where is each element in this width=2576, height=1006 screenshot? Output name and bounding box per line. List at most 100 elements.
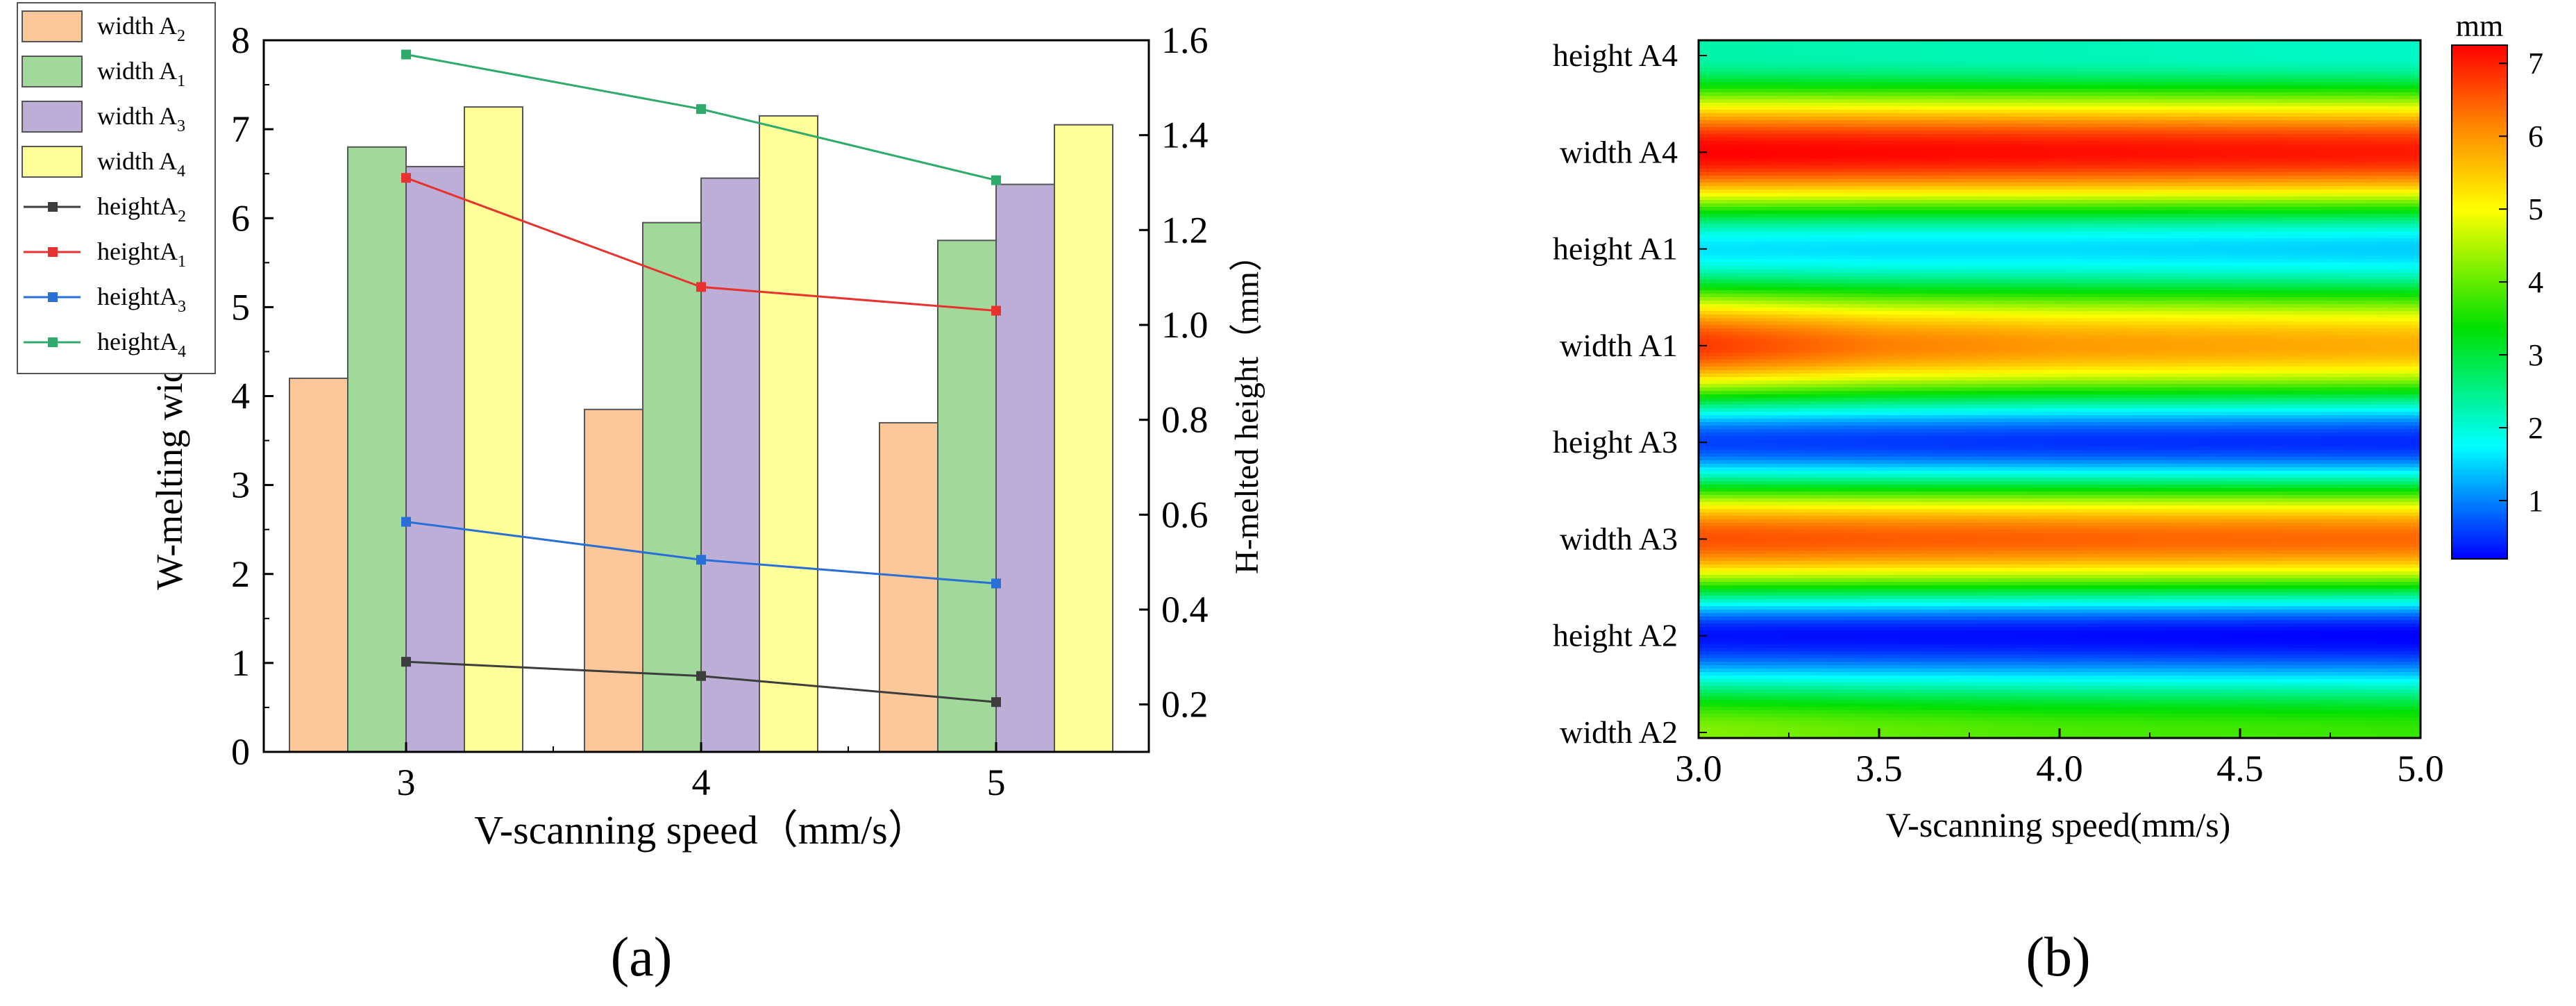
heatmap-strip (1699, 356, 2421, 360)
heatmap-strip (1699, 662, 2421, 666)
left-tick-label: 6 (231, 197, 250, 239)
left-tick-label: 1 (231, 642, 250, 684)
heatmap-strip (1699, 571, 2421, 576)
heatmap-x-tick-label: 3.5 (1855, 748, 1903, 789)
heatmap-strip (1699, 488, 2421, 492)
panel-a-bar-line-chart: 0 1 2 3 4 5 6 7 8 0.2 0.4 0.6 0.8 1.0 1.2 1.4 1.6 3 4 5 V… (17, 2, 1265, 988)
heatmap-strip (1699, 384, 2421, 388)
heatmap-strip (1699, 655, 2421, 659)
heatmap-strip (1699, 498, 2421, 503)
y-axis-label-right: H-melted height（mm） (1229, 238, 1265, 574)
heatmap-strip (1699, 419, 2421, 423)
heatmap-row-labels: height A4 width A4 height A1 width A1 height… (1553, 37, 1707, 750)
heatmap-strip (1699, 290, 2421, 294)
heatmap-strip (1699, 207, 2421, 211)
left-tick-label: 2 (231, 553, 250, 595)
heatmap-strip (1699, 433, 2421, 437)
x-axis-label-a: V-scanning speed（mm/s） (474, 807, 928, 853)
heatmap-strip (1699, 301, 2421, 305)
heatmap-strip (1699, 287, 2421, 291)
heatmap-strip (1699, 144, 2421, 149)
colorbar-tick-label: 6 (2528, 119, 2543, 153)
bars-group (289, 106, 1113, 753)
heatmap-strip (1699, 113, 2421, 117)
heatmap-strip (1699, 44, 2421, 48)
heatmap-strip (1699, 495, 2421, 499)
heatmap-strip (1699, 682, 2421, 687)
heatmap-strip (1699, 564, 2421, 569)
heatmap-strip (1699, 599, 2421, 603)
heatmap-strip (1699, 255, 2421, 260)
point-height-a1-4 (696, 282, 706, 292)
heatmap-strip (1699, 627, 2421, 631)
heatmap-strip (1699, 47, 2421, 51)
panel-label-a: (a) (611, 927, 673, 988)
legend-label-height-a3: heightA3 (97, 283, 186, 316)
right-tick-label: 1.4 (1161, 115, 1209, 156)
heatmap-strip (1699, 266, 2421, 270)
point-height-a1-3 (401, 173, 411, 183)
heatmap-strip (1699, 190, 2421, 194)
heatmap-strip (1699, 328, 2421, 333)
heatmap-strip (1699, 200, 2421, 204)
legend-label-width-a1: width A1 (97, 57, 185, 90)
point-height-a4-5 (991, 175, 1001, 185)
heatmap-strip (1699, 297, 2421, 301)
heatmap-strip (1699, 311, 2421, 315)
colorbar-gradient (2451, 44, 2508, 560)
heatmap-strip (1699, 259, 2421, 263)
heatmap-strip (1699, 363, 2421, 367)
right-tick-label: 1.2 (1161, 209, 1209, 251)
heatmap-strip (1699, 544, 2421, 548)
heatmap-strip (1699, 523, 2421, 527)
point-height-a2-5 (991, 697, 1001, 707)
heatmap-strip (1699, 367, 2421, 371)
heatmap-strip (1699, 103, 2421, 107)
heatmap-strip (1699, 235, 2421, 239)
heatmap-strip (1699, 353, 2421, 357)
heatmap-strip (1699, 127, 2421, 131)
heatmap-strip (1699, 377, 2421, 381)
heatmap-strip (1699, 610, 2421, 614)
heatmap-strip (1699, 658, 2421, 662)
heatmap-strip (1699, 193, 2421, 197)
heatmap-strip (1699, 54, 2421, 58)
bar-width-a4-3 (464, 106, 523, 753)
heatmap-strip (1699, 630, 2421, 635)
heatmap-strip (1699, 387, 2421, 392)
legend-marker-height-a3 (48, 292, 58, 302)
heatmap-strip (1699, 321, 2421, 326)
heatmap-strip (1699, 325, 2421, 329)
heatmap-row-label: height A2 (1553, 618, 1678, 653)
heatmap-strip (1699, 519, 2421, 523)
heatmap-strip (1699, 634, 2421, 638)
heatmap-strip (1699, 269, 2421, 274)
heatmap-strip (1699, 370, 2421, 374)
colorbar-tick-label: 1 (2528, 484, 2543, 518)
heatmap-strip (1699, 360, 2421, 364)
heatmap-strip (1699, 65, 2421, 69)
heatmap-strip (1699, 623, 2421, 628)
right-tick-label: 1.0 (1161, 304, 1209, 346)
right-tick-label: 1.6 (1161, 19, 1209, 61)
heatmap-strip (1699, 401, 2421, 405)
legend-swatch-width-a2 (22, 10, 83, 42)
colorbar-tick-label: 4 (2528, 265, 2543, 299)
heatmap-row-label: height A3 (1553, 424, 1678, 460)
heatmap-strip (1699, 710, 2421, 714)
point-height-a3-5 (991, 578, 1001, 589)
heatmap-strip (1699, 648, 2421, 652)
heatmap-strip (1699, 176, 2421, 180)
heatmap-strip (1699, 106, 2421, 110)
bar-width-a2-3 (289, 377, 348, 753)
heatmap-strip (1699, 238, 2421, 242)
heatmap-strip (1699, 485, 2421, 489)
bar-width-a2-5 (879, 421, 938, 753)
heatmap-strip (1699, 415, 2421, 419)
heatmap-strip (1699, 669, 2421, 673)
bar-width-a1-4 (642, 221, 702, 753)
legend-label-width-a4: width A4 (97, 147, 185, 181)
heatmap-strip (1699, 151, 2421, 156)
heatmap-strip (1699, 374, 2421, 378)
heatmap-strip (1699, 603, 2421, 607)
